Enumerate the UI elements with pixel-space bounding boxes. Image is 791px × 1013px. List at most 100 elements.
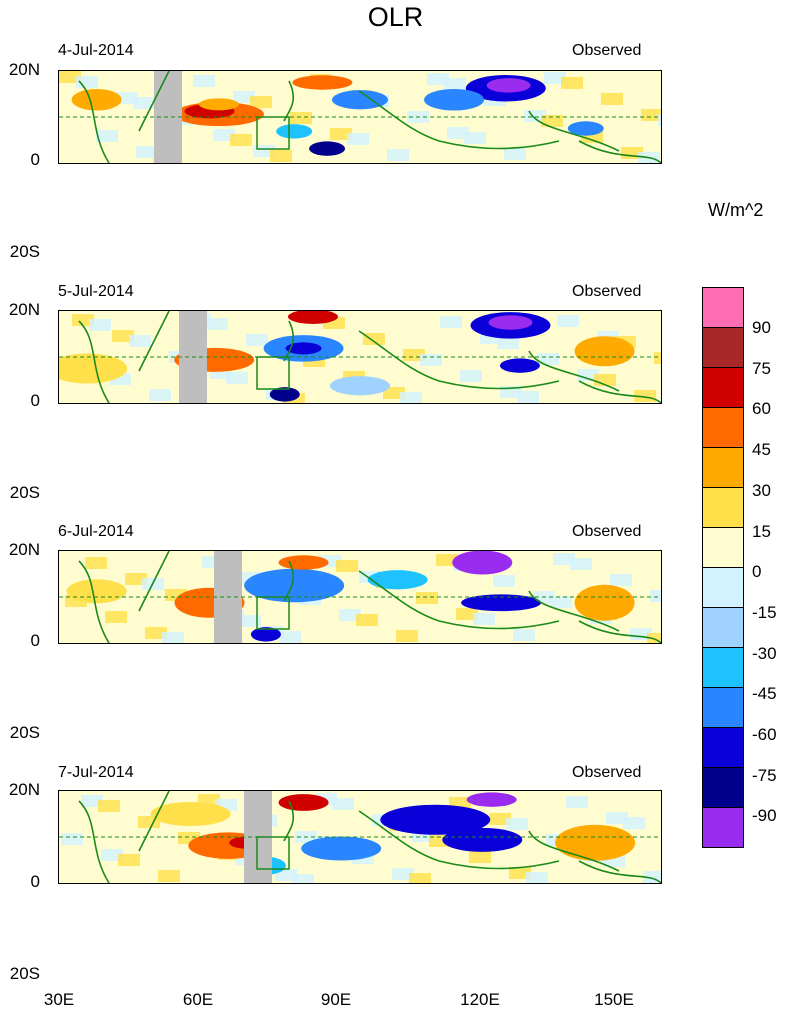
field-patch [233,91,255,103]
field-patch [72,314,94,326]
olr-anomaly-blob [332,90,388,110]
field-patch [89,319,111,331]
region-box [256,356,290,390]
field-patch [253,145,275,157]
panel-3-label: Observed [572,523,642,540]
field-patch [61,833,83,845]
olr-anomaly-blob [424,88,485,111]
colorbar-label: 0 [752,562,762,582]
field-patch [226,372,248,384]
field-patch [601,93,623,105]
field-patch [125,573,147,585]
field-patch [641,109,661,121]
field-patch [553,553,575,565]
field-patch [403,349,425,361]
lat-eq-1: 0 [30,150,40,169]
lat-20n-3: 20N [8,540,40,559]
lon-120e: 120E [460,990,500,1009]
colorbar-swatch [702,527,744,567]
olr-anomaly-blob [66,579,127,604]
olr-anomaly-blob [499,358,540,373]
field-patch [557,315,579,327]
field-patch [206,318,228,330]
coastline [78,311,661,403]
olr-anomaly-blob [71,88,122,111]
colorbar-swatch [702,767,744,807]
colorbar-swatch [702,447,744,487]
field-patch [506,818,528,830]
colorbar-label: 75 [752,358,771,378]
field-patch [566,796,588,808]
field-patch [456,608,478,620]
field-patch [497,337,519,349]
field-patch [460,370,482,382]
coastline [78,71,661,163]
panel-4-date: 7-Jul-2014 [58,764,134,781]
olr-anomaly-blob [59,353,128,384]
lat-eq-3: 0 [30,631,40,650]
lat-20s-3: 20S [9,723,40,742]
field-patch [400,392,422,403]
field-patch [537,353,559,365]
lon-150e: 150E [594,990,634,1009]
field-patch [81,795,103,807]
field-patch [356,614,378,626]
figure-title: OLR [367,2,424,32]
coastline [78,551,661,643]
field-patch [59,71,81,83]
field-patch [420,354,442,366]
field-patch [85,557,107,569]
colorbar-swatch [702,367,744,407]
field-patch [133,97,155,109]
colorbar-label: -60 [752,725,777,744]
coastline [78,791,661,883]
olr-anomaly-blob [574,584,635,621]
map-panel-1 [58,70,662,164]
field-patch [654,352,661,364]
region-box [256,116,290,150]
lon-60e: 60E [182,990,214,1009]
field-patch [213,129,235,141]
field-patch [270,150,292,162]
olr-anomaly-blob [488,315,533,330]
field-patch [447,127,469,139]
field-patch [246,334,268,346]
olr-anomaly-blob [292,75,353,90]
field-patch [118,854,140,866]
field-patch [427,73,449,85]
lat-20n-4: 20N [8,780,40,799]
field-patch [98,800,120,812]
field-patch [101,849,123,861]
field-patch [145,627,167,639]
lat-eq-2: 0 [30,391,40,410]
field-patch [332,798,354,810]
field-patch [489,813,511,825]
colorbar-label: -75 [752,765,777,785]
field-patch [230,134,252,146]
colorbar-label: 15 [752,521,771,541]
field-patch [570,558,592,570]
field-patch [469,851,491,863]
lon-30e: 30E [43,990,75,1009]
field-patch [544,72,566,84]
lat-20s-4: 20S [9,964,40,983]
panel-1-label: Observed [572,42,642,59]
colorbar-swatch [702,327,744,367]
olr-anomaly-blob [278,794,329,811]
field-patch [292,874,314,883]
field-patch [129,335,151,347]
field-patch [577,369,599,381]
field-patch [387,149,409,161]
colorbar-label: 45 [752,440,771,460]
olr-anomaly-blob [301,836,382,861]
lat-eq-4: 0 [30,872,40,891]
lat-20s-2: 20S [9,483,40,502]
field-patch [541,115,563,127]
colorbar-swatch [702,607,744,647]
olr-anomaly-blob [486,78,531,93]
olr-anomaly-blob [461,594,542,612]
field-patch [396,630,418,642]
field-patch [363,333,385,345]
field-patch [275,869,297,881]
field-patch [517,391,539,403]
